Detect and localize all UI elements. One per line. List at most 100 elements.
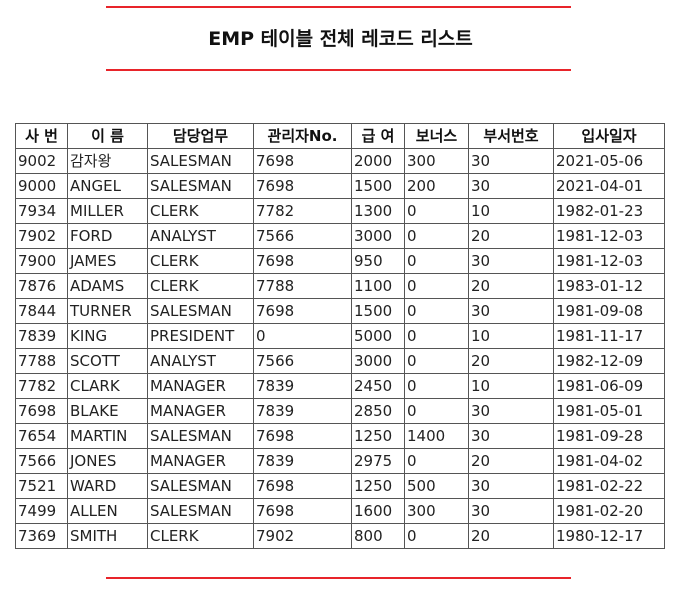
cell-manager: 7698 <box>253 498 352 524</box>
cell-hiredate: 2021-05-06 <box>553 148 665 174</box>
cell-job: SALESMAN <box>147 473 254 499</box>
cell-salary: 1600 <box>351 498 405 524</box>
table-row: 7934 MILLER CLERK 7782 1300 0 10 1982-01-23 <box>15 198 665 224</box>
cell-manager: 7698 <box>253 248 352 274</box>
cell-bonus: 0 <box>404 373 469 399</box>
header-salary: 급 여 <box>351 123 405 149</box>
header-hiredate: 입사일자 <box>553 123 665 149</box>
cell-name: FORD <box>67 223 148 249</box>
cell-emp-no: 7499 <box>15 498 68 524</box>
cell-salary: 950 <box>351 248 405 274</box>
cell-bonus: 0 <box>404 248 469 274</box>
cell-salary: 3000 <box>351 223 405 249</box>
table-row: 9000 ANGEL SALESMAN 7698 1500 200 30 2021-04-01 <box>15 173 665 199</box>
cell-salary: 1300 <box>351 198 405 224</box>
cell-bonus: 0 <box>404 523 469 549</box>
cell-salary: 5000 <box>351 323 405 349</box>
cell-manager: 7788 <box>253 273 352 299</box>
cell-dept: 30 <box>468 148 554 174</box>
header-manager: 관리자No. <box>253 123 352 149</box>
cell-salary: 1250 <box>351 423 405 449</box>
cell-bonus: 200 <box>404 173 469 199</box>
cell-job: SALESMAN <box>147 423 254 449</box>
cell-bonus: 0 <box>404 223 469 249</box>
cell-emp-no: 7782 <box>15 373 68 399</box>
cell-job: CLERK <box>147 273 254 299</box>
cell-salary: 2975 <box>351 448 405 474</box>
cell-salary: 1100 <box>351 273 405 299</box>
cell-salary: 1500 <box>351 173 405 199</box>
table-row: 7900 JAMES CLERK 7698 950 0 30 1981-12-03 <box>15 248 665 274</box>
cell-hiredate: 1981-02-20 <box>553 498 665 524</box>
cell-emp-no: 9000 <box>15 173 68 199</box>
cell-name: CLARK <box>67 373 148 399</box>
table-row: 7782 CLARK MANAGER 7839 2450 0 10 1981-06-09 <box>15 373 665 399</box>
cell-hiredate: 1981-12-03 <box>553 248 665 274</box>
cell-bonus: 0 <box>404 323 469 349</box>
cell-hiredate: 2021-04-01 <box>553 173 665 199</box>
header-job: 담당업무 <box>147 123 254 149</box>
cell-bonus: 500 <box>404 473 469 499</box>
cell-name: SCOTT <box>67 348 148 374</box>
cell-manager: 0 <box>253 323 352 349</box>
cell-emp-no: 7839 <box>15 323 68 349</box>
table-body: 9002 감자왕 SALESMAN 7698 2000 300 30 2021-05-06 90… <box>15 148 665 549</box>
cell-hiredate: 1981-06-09 <box>553 373 665 399</box>
cell-job: SALESMAN <box>147 173 254 199</box>
cell-dept: 10 <box>468 198 554 224</box>
cell-dept: 10 <box>468 373 554 399</box>
cell-bonus: 0 <box>404 298 469 324</box>
table-row: 7844 TURNER SALESMAN 7698 1500 0 30 1981-09-08 <box>15 298 665 324</box>
header-dept: 부서번호 <box>468 123 554 149</box>
cell-hiredate: 1981-04-02 <box>553 448 665 474</box>
cell-dept: 20 <box>468 273 554 299</box>
cell-dept: 30 <box>468 498 554 524</box>
cell-manager: 7566 <box>253 348 352 374</box>
cell-name: 감자왕 <box>67 148 148 174</box>
table-row: 7698 BLAKE MANAGER 7839 2850 0 30 1981-05-01 <box>15 398 665 424</box>
cell-emp-no: 7900 <box>15 248 68 274</box>
cell-job: ANALYST <box>147 223 254 249</box>
cell-salary: 2000 <box>351 148 405 174</box>
cell-bonus: 0 <box>404 198 469 224</box>
cell-emp-no: 7934 <box>15 198 68 224</box>
cell-dept: 20 <box>468 523 554 549</box>
header-bonus: 보너스 <box>404 123 469 149</box>
cell-job: CLERK <box>147 248 254 274</box>
cell-hiredate: 1981-02-22 <box>553 473 665 499</box>
table-row: 9002 감자왕 SALESMAN 7698 2000 300 30 2021-05-06 <box>15 148 665 174</box>
cell-salary: 800 <box>351 523 405 549</box>
cell-bonus: 1400 <box>404 423 469 449</box>
table-header-row: 사 번 이 름 담당업무 관리자No. 급 여 보너스 부서번호 입사일자 <box>15 123 665 149</box>
emp-table: 사 번 이 름 담당업무 관리자No. 급 여 보너스 부서번호 입사일자 90… <box>15 123 665 549</box>
cell-hiredate: 1981-11-17 <box>553 323 665 349</box>
header-emp-no: 사 번 <box>15 123 68 149</box>
cell-manager: 7698 <box>253 173 352 199</box>
cell-emp-no: 7654 <box>15 423 68 449</box>
cell-dept: 30 <box>468 248 554 274</box>
cell-name: JONES <box>67 448 148 474</box>
cell-emp-no: 7521 <box>15 473 68 499</box>
cell-job: SALESMAN <box>147 298 254 324</box>
cell-job: MANAGER <box>147 398 254 424</box>
cell-manager: 7902 <box>253 523 352 549</box>
cell-bonus: 0 <box>404 448 469 474</box>
table-row: 7788 SCOTT ANALYST 7566 3000 0 20 1982-12-09 <box>15 348 665 374</box>
cell-bonus: 300 <box>404 498 469 524</box>
cell-hiredate: 1980-12-17 <box>553 523 665 549</box>
cell-salary: 2450 <box>351 373 405 399</box>
cell-manager: 7698 <box>253 298 352 324</box>
cell-name: BLAKE <box>67 398 148 424</box>
cell-emp-no: 7698 <box>15 398 68 424</box>
cell-salary: 3000 <box>351 348 405 374</box>
cell-dept: 10 <box>468 323 554 349</box>
table-row: 7499 ALLEN SALESMAN 7698 1600 300 30 1981-02-20 <box>15 498 665 524</box>
cell-manager: 7839 <box>253 448 352 474</box>
cell-manager: 7839 <box>253 373 352 399</box>
cell-job: CLERK <box>147 523 254 549</box>
cell-job: MANAGER <box>147 448 254 474</box>
table-row: 7521 WARD SALESMAN 7698 1250 500 30 1981-02-22 <box>15 473 665 499</box>
cell-manager: 7698 <box>253 423 352 449</box>
cell-manager: 7839 <box>253 398 352 424</box>
cell-dept: 30 <box>468 173 554 199</box>
